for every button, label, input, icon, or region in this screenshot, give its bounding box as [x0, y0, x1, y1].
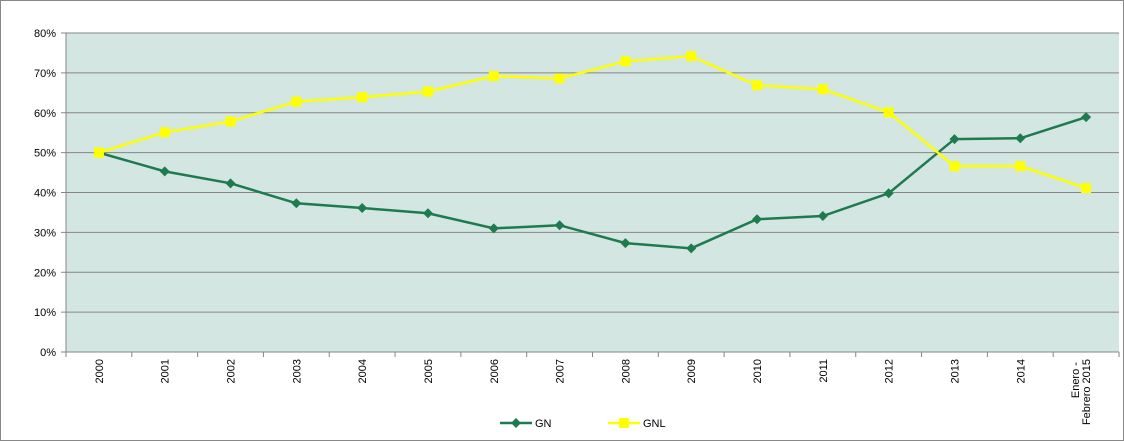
x-tick-label: 2009	[686, 359, 698, 383]
data-point	[291, 96, 302, 107]
x-tick-group: 2009	[686, 359, 698, 383]
x-tick-group: 2010	[752, 359, 764, 383]
data-point	[949, 134, 960, 145]
x-tick-group: 2005	[423, 359, 435, 383]
data-point	[357, 92, 368, 103]
data-point	[159, 127, 170, 138]
data-point	[225, 178, 236, 189]
data-point	[817, 84, 828, 95]
y-tick-label: 30%	[34, 227, 56, 239]
x-tick-label: 2012	[884, 359, 896, 383]
x-tick-label: 2004	[357, 359, 369, 383]
y-tick-label: 70%	[34, 68, 56, 80]
data-point	[1081, 112, 1092, 123]
x-tick-group: 2012	[884, 359, 896, 383]
legend-label: GNL	[643, 418, 666, 430]
data-point	[93, 147, 104, 158]
data-point	[1081, 183, 1092, 194]
y-tick-label: 0%	[40, 347, 56, 359]
data-point	[686, 51, 697, 62]
data-point	[357, 203, 368, 214]
x-tick-group: 2004	[357, 359, 369, 383]
x-tick-group: 2000	[94, 359, 106, 383]
x-tick-label: 2008	[620, 359, 632, 383]
y-tick-label: 80%	[34, 28, 56, 40]
data-point	[883, 107, 894, 118]
x-tick-group: 2006	[489, 359, 501, 383]
data-point	[422, 208, 433, 219]
x-tick-label: 2013	[949, 359, 961, 383]
data-point	[1015, 161, 1026, 172]
series-line	[98, 115, 1087, 250]
y-tick-label: 10%	[34, 307, 56, 319]
series-line	[98, 54, 1087, 190]
data-point	[752, 214, 763, 225]
data-point	[554, 73, 565, 84]
x-tick-label: 2007	[555, 359, 567, 383]
data-point	[554, 220, 565, 231]
x-tick-group: 2003	[291, 359, 303, 383]
y-tick-label: 20%	[34, 267, 56, 279]
x-tick-label: 2014	[1015, 359, 1027, 383]
x-tick-label: 2000	[94, 359, 106, 383]
data-point	[488, 71, 499, 82]
data-point	[511, 418, 521, 428]
x-tick-label: 2005	[423, 359, 435, 383]
x-tick-label: 2003	[291, 359, 303, 383]
x-tick-label: 2006	[489, 359, 501, 383]
data-point	[159, 166, 170, 177]
legend-label: GN	[535, 418, 552, 430]
data-point	[883, 188, 894, 199]
x-tick-group: 2014	[1015, 359, 1027, 383]
x-tick-group: Enero - Febrero 2015	[1070, 359, 1093, 425]
x-tick-label: 2001	[160, 359, 172, 383]
x-tick-label: 2011	[818, 359, 830, 383]
data-point	[1015, 133, 1026, 144]
data-point	[422, 86, 433, 97]
x-tick-group: 2007	[555, 359, 567, 383]
y-tick-label: 60%	[34, 108, 56, 120]
data-point	[949, 161, 960, 172]
x-tick-label: 2010	[752, 359, 764, 383]
x-tick-group: 2011	[818, 359, 830, 383]
x-tick-label: Enero - Febrero 2015	[1070, 359, 1093, 425]
data-point	[620, 238, 631, 249]
data-point	[686, 243, 697, 254]
x-tick-group: 2013	[949, 359, 961, 383]
data-point	[620, 56, 631, 67]
y-tick-label: 40%	[34, 188, 56, 200]
x-tick-group: 2001	[160, 359, 172, 383]
data-point	[488, 223, 499, 234]
x-tick-label: 2002	[226, 359, 238, 383]
x-tick-group: 2002	[226, 359, 238, 383]
data-point	[752, 80, 763, 91]
x-tick-group: 2008	[620, 359, 632, 383]
data-point	[817, 211, 828, 222]
data-point	[291, 198, 302, 209]
y-tick-label: 50%	[34, 148, 56, 160]
data-point	[619, 418, 629, 428]
data-point	[225, 116, 236, 127]
